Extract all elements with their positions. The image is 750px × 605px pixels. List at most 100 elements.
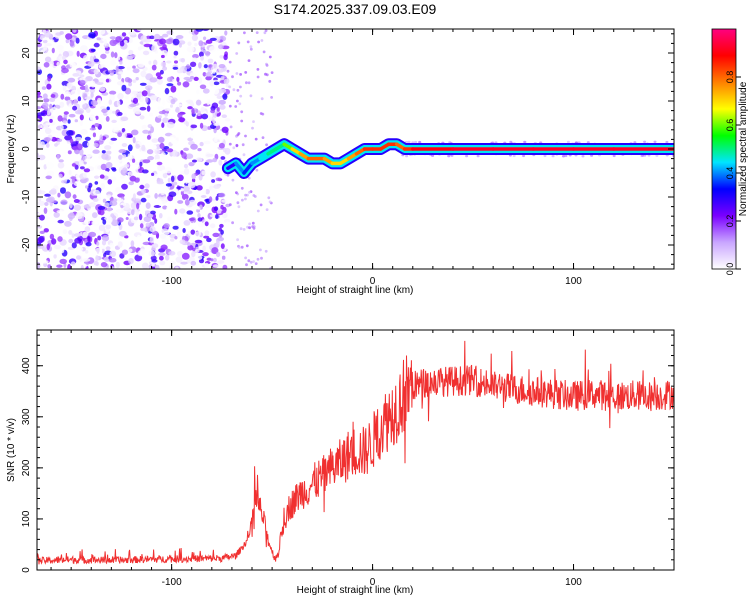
noise-blob <box>56 210 63 213</box>
noise-blob <box>163 223 170 229</box>
noise-blob <box>180 190 185 196</box>
colorbar-tick-label: 0.6 <box>725 119 735 132</box>
noise-blob <box>68 238 74 244</box>
noise-blob <box>87 61 95 67</box>
noise-blob <box>127 78 133 83</box>
noise-blob <box>75 212 83 220</box>
noise-blob <box>188 181 196 189</box>
noise-blob <box>108 69 115 74</box>
noise-blob <box>94 181 99 185</box>
snr-plot-area <box>37 330 674 570</box>
noise-blob <box>159 233 167 239</box>
noise-blob <box>97 205 106 211</box>
noise-blob <box>132 97 139 104</box>
noise-blob <box>244 193 248 197</box>
noise-blob <box>165 254 170 261</box>
noise-blob <box>219 132 225 136</box>
noise-blob <box>82 104 86 110</box>
noise-blob <box>212 232 220 238</box>
noise-blob <box>63 59 68 65</box>
noise-blob <box>236 238 240 242</box>
noise-blob <box>64 191 72 199</box>
noise-blob <box>206 153 214 157</box>
noise-blob <box>223 54 228 61</box>
noise-blob <box>46 250 50 256</box>
noise-blob <box>210 171 216 178</box>
noise-blob <box>161 200 166 205</box>
noise-blob <box>191 34 198 42</box>
noise-blob <box>145 96 149 103</box>
noise-blob <box>81 154 86 161</box>
noise-blob <box>242 153 246 157</box>
noise-blob <box>231 221 235 225</box>
noise-blob <box>128 82 133 87</box>
noise-blob <box>94 175 100 179</box>
noise-blob <box>48 209 53 214</box>
signal-track-core <box>242 161 254 175</box>
noise-blob <box>85 242 92 247</box>
noise-blob <box>205 159 214 163</box>
noise-blob <box>218 159 223 166</box>
noise-blob <box>213 137 218 143</box>
noise-blob <box>93 260 99 266</box>
noise-blob <box>187 244 194 251</box>
noise-blob <box>205 204 211 209</box>
noise-blob <box>221 199 228 203</box>
noise-blob <box>121 84 127 92</box>
snr-series-line <box>37 340 674 565</box>
noise-blob <box>41 86 47 90</box>
noise-blob <box>166 30 174 35</box>
colorbar: 0.0 0.2 0.4 0.6 0.8 Normalized spectral ampl… <box>711 28 749 275</box>
noise-blob <box>141 169 149 174</box>
noise-blob <box>83 168 91 173</box>
noise-blob <box>37 66 41 71</box>
noise-blob <box>260 97 264 101</box>
noise-blob <box>156 181 165 185</box>
noise-blob <box>109 200 118 207</box>
noise-blob <box>57 219 64 224</box>
noise-blob <box>89 127 97 131</box>
noise-blob <box>137 94 141 100</box>
noise-blob <box>124 36 130 41</box>
noise-blob <box>53 211 60 218</box>
noise-blob <box>128 181 134 186</box>
noise-blob <box>101 150 106 154</box>
noise-blob <box>130 240 135 248</box>
noise-blob <box>88 147 94 151</box>
noise-blob <box>245 81 248 85</box>
noise-blob <box>43 137 51 142</box>
noise-blob <box>61 179 67 184</box>
noise-blob <box>95 115 99 120</box>
noise-blob <box>93 68 99 75</box>
noise-blob <box>123 131 127 139</box>
noise-blob <box>60 187 66 194</box>
noise-blob <box>252 225 256 229</box>
noise-blob <box>158 110 166 115</box>
noise-blob <box>60 93 65 100</box>
noise-blob <box>92 132 96 138</box>
noise-blob <box>79 77 86 82</box>
noise-blob <box>141 262 149 269</box>
noise-blob <box>146 105 151 112</box>
noise-blob <box>199 122 204 129</box>
noise-blob <box>98 224 106 232</box>
noise-blob <box>39 230 45 234</box>
noise-blob <box>228 60 232 64</box>
noise-blob <box>108 113 116 118</box>
noise-blob <box>204 262 209 269</box>
noise-blob <box>151 259 158 263</box>
noise-blob <box>132 68 140 74</box>
noise-blob <box>163 146 170 150</box>
noise-blob <box>213 127 217 134</box>
noise-blob <box>160 244 168 251</box>
noise-blob <box>47 196 55 202</box>
noise-blob <box>236 99 239 103</box>
noise-blob <box>40 124 49 129</box>
noise-blob <box>117 208 122 213</box>
noise-blob <box>189 75 195 80</box>
noise-blob <box>67 77 76 83</box>
noise-blob <box>62 55 66 61</box>
noise-blob <box>59 258 67 264</box>
noise-blob <box>58 159 64 163</box>
noise-blob <box>84 136 91 141</box>
